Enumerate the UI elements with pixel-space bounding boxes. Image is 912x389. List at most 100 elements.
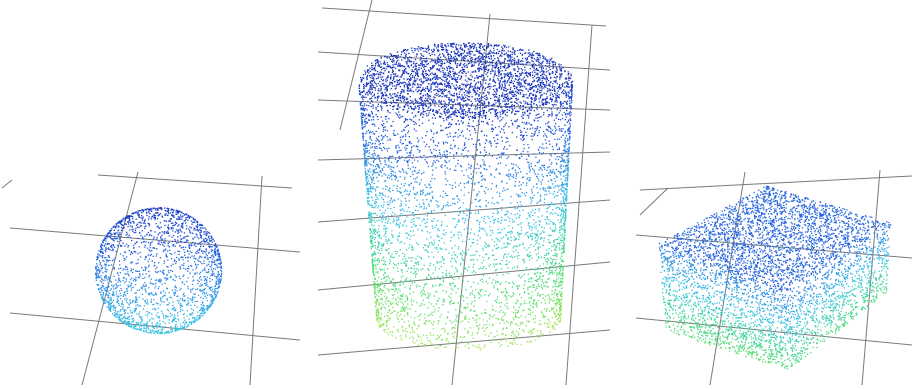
sphere-point bbox=[151, 301, 152, 302]
cylinder-point bbox=[504, 83, 505, 84]
cylinder-point bbox=[497, 49, 498, 50]
cylinder-point bbox=[460, 108, 461, 109]
sphere-point bbox=[168, 245, 169, 246]
sphere-point bbox=[116, 224, 117, 225]
sphere-point bbox=[102, 296, 103, 297]
sphere-point bbox=[164, 261, 165, 262]
cylinder-point bbox=[501, 53, 502, 54]
cylinder-point bbox=[493, 76, 494, 77]
cylinder-point bbox=[523, 101, 524, 102]
cylinder-point bbox=[374, 67, 375, 68]
sphere-point bbox=[215, 291, 216, 292]
cylinder-point bbox=[511, 61, 512, 62]
cylinder-point bbox=[530, 87, 531, 88]
sphere-point bbox=[180, 329, 181, 330]
sphere-point bbox=[127, 285, 128, 286]
sphere-point bbox=[96, 268, 97, 269]
sphere-point bbox=[166, 331, 167, 332]
sphere-point bbox=[200, 242, 201, 243]
cylinder-point bbox=[437, 61, 438, 62]
cylinder-point bbox=[440, 117, 441, 118]
sphere-point bbox=[179, 278, 180, 279]
cylinder-point bbox=[403, 73, 404, 74]
sphere-point bbox=[190, 291, 191, 292]
cylinder-point bbox=[467, 55, 468, 56]
cylinder-point bbox=[470, 53, 471, 54]
cylinder-point bbox=[462, 49, 463, 50]
cylinder-point bbox=[405, 104, 406, 105]
cylinder-point bbox=[489, 80, 490, 81]
cylinder-point bbox=[437, 111, 438, 112]
cylinder-point bbox=[564, 70, 565, 71]
sphere-point bbox=[181, 328, 182, 329]
cylinder-point bbox=[506, 74, 507, 75]
sphere-point bbox=[144, 221, 145, 222]
cylinder-point bbox=[446, 52, 447, 53]
cylinder-point bbox=[379, 65, 380, 66]
cylinder-point bbox=[379, 61, 380, 62]
sphere-point bbox=[109, 232, 110, 233]
cylinder-point bbox=[458, 97, 459, 98]
cylinder-point bbox=[474, 112, 475, 113]
sphere-point bbox=[183, 263, 184, 264]
cylinder-point bbox=[421, 105, 422, 106]
cylinder-point bbox=[434, 103, 435, 104]
cylinder-point bbox=[451, 56, 452, 57]
sphere-point bbox=[203, 310, 204, 311]
cylinder-point bbox=[372, 65, 373, 66]
cylinder-point bbox=[458, 52, 459, 53]
cylinder-point bbox=[506, 68, 507, 69]
cylinder-point bbox=[437, 45, 438, 46]
cylinder-point bbox=[514, 101, 515, 102]
cylinder-point bbox=[416, 70, 417, 71]
sphere-point bbox=[194, 237, 195, 238]
sphere-point bbox=[203, 289, 204, 290]
cylinder-point bbox=[364, 85, 365, 86]
sphere-point bbox=[219, 279, 220, 280]
cylinder-point bbox=[508, 74, 509, 75]
sphere-point bbox=[113, 276, 114, 277]
sphere-point bbox=[175, 309, 176, 310]
cylinder-point bbox=[439, 91, 440, 92]
sphere-point bbox=[168, 292, 169, 293]
cylinder-point bbox=[518, 90, 519, 91]
sphere-point bbox=[151, 317, 152, 318]
sphere-point bbox=[189, 244, 190, 245]
cylinder-point bbox=[555, 64, 556, 65]
sphere-point bbox=[155, 309, 156, 310]
cylinder-point bbox=[393, 64, 394, 65]
cylinder-point bbox=[556, 70, 557, 71]
sphere-point bbox=[208, 243, 209, 244]
cylinder-point bbox=[444, 74, 445, 75]
sphere-point bbox=[206, 265, 207, 266]
cylinder-point bbox=[378, 88, 379, 89]
cylinder-point bbox=[425, 94, 426, 95]
cylinder-point bbox=[472, 116, 473, 117]
cylinder-point bbox=[533, 95, 534, 96]
sphere-point bbox=[177, 233, 178, 234]
cylinder-point bbox=[489, 86, 490, 87]
cylinder-point bbox=[386, 66, 387, 67]
sphere-point bbox=[131, 321, 132, 322]
cylinder-point bbox=[405, 56, 406, 57]
sphere-point bbox=[185, 223, 186, 224]
cylinder-point bbox=[531, 108, 532, 109]
cylinder-point bbox=[392, 71, 393, 72]
sphere-point bbox=[104, 257, 105, 258]
cylinder-point bbox=[411, 50, 412, 51]
sphere-point bbox=[217, 293, 218, 294]
cylinder-point bbox=[505, 90, 506, 91]
cylinder-point bbox=[486, 97, 487, 98]
cylinder-point bbox=[525, 94, 526, 95]
sphere-point bbox=[121, 318, 122, 319]
cylinder-point bbox=[516, 92, 517, 93]
cylinder-point bbox=[558, 86, 559, 87]
sphere-point bbox=[130, 254, 131, 255]
cylinder-point bbox=[470, 116, 471, 117]
cylinder-point bbox=[503, 87, 504, 88]
sphere-point bbox=[168, 210, 169, 211]
cylinder-point bbox=[559, 87, 560, 88]
sphere-point bbox=[160, 293, 161, 294]
cylinder-point bbox=[463, 106, 464, 107]
sphere-point bbox=[119, 317, 120, 318]
